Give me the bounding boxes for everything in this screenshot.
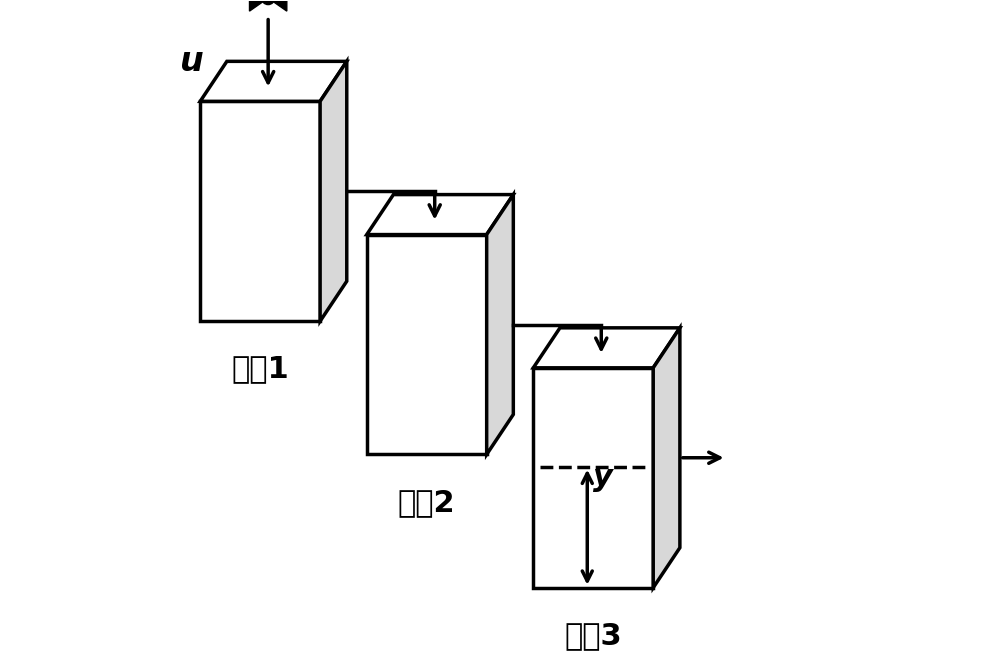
Polygon shape [653,328,680,587]
Text: 水符2: 水符2 [398,488,456,516]
Polygon shape [200,101,320,321]
Polygon shape [367,195,513,235]
Text: 水符1: 水符1 [231,355,289,383]
Polygon shape [533,368,653,587]
Polygon shape [320,62,347,321]
Text: 水符3: 水符3 [564,621,622,650]
Polygon shape [200,62,347,101]
Polygon shape [268,0,287,11]
Polygon shape [367,235,487,454]
Circle shape [262,0,275,5]
Text: u: u [180,45,204,78]
Polygon shape [533,328,680,368]
Polygon shape [487,195,513,454]
Text: y: y [593,463,613,492]
Polygon shape [250,0,268,11]
